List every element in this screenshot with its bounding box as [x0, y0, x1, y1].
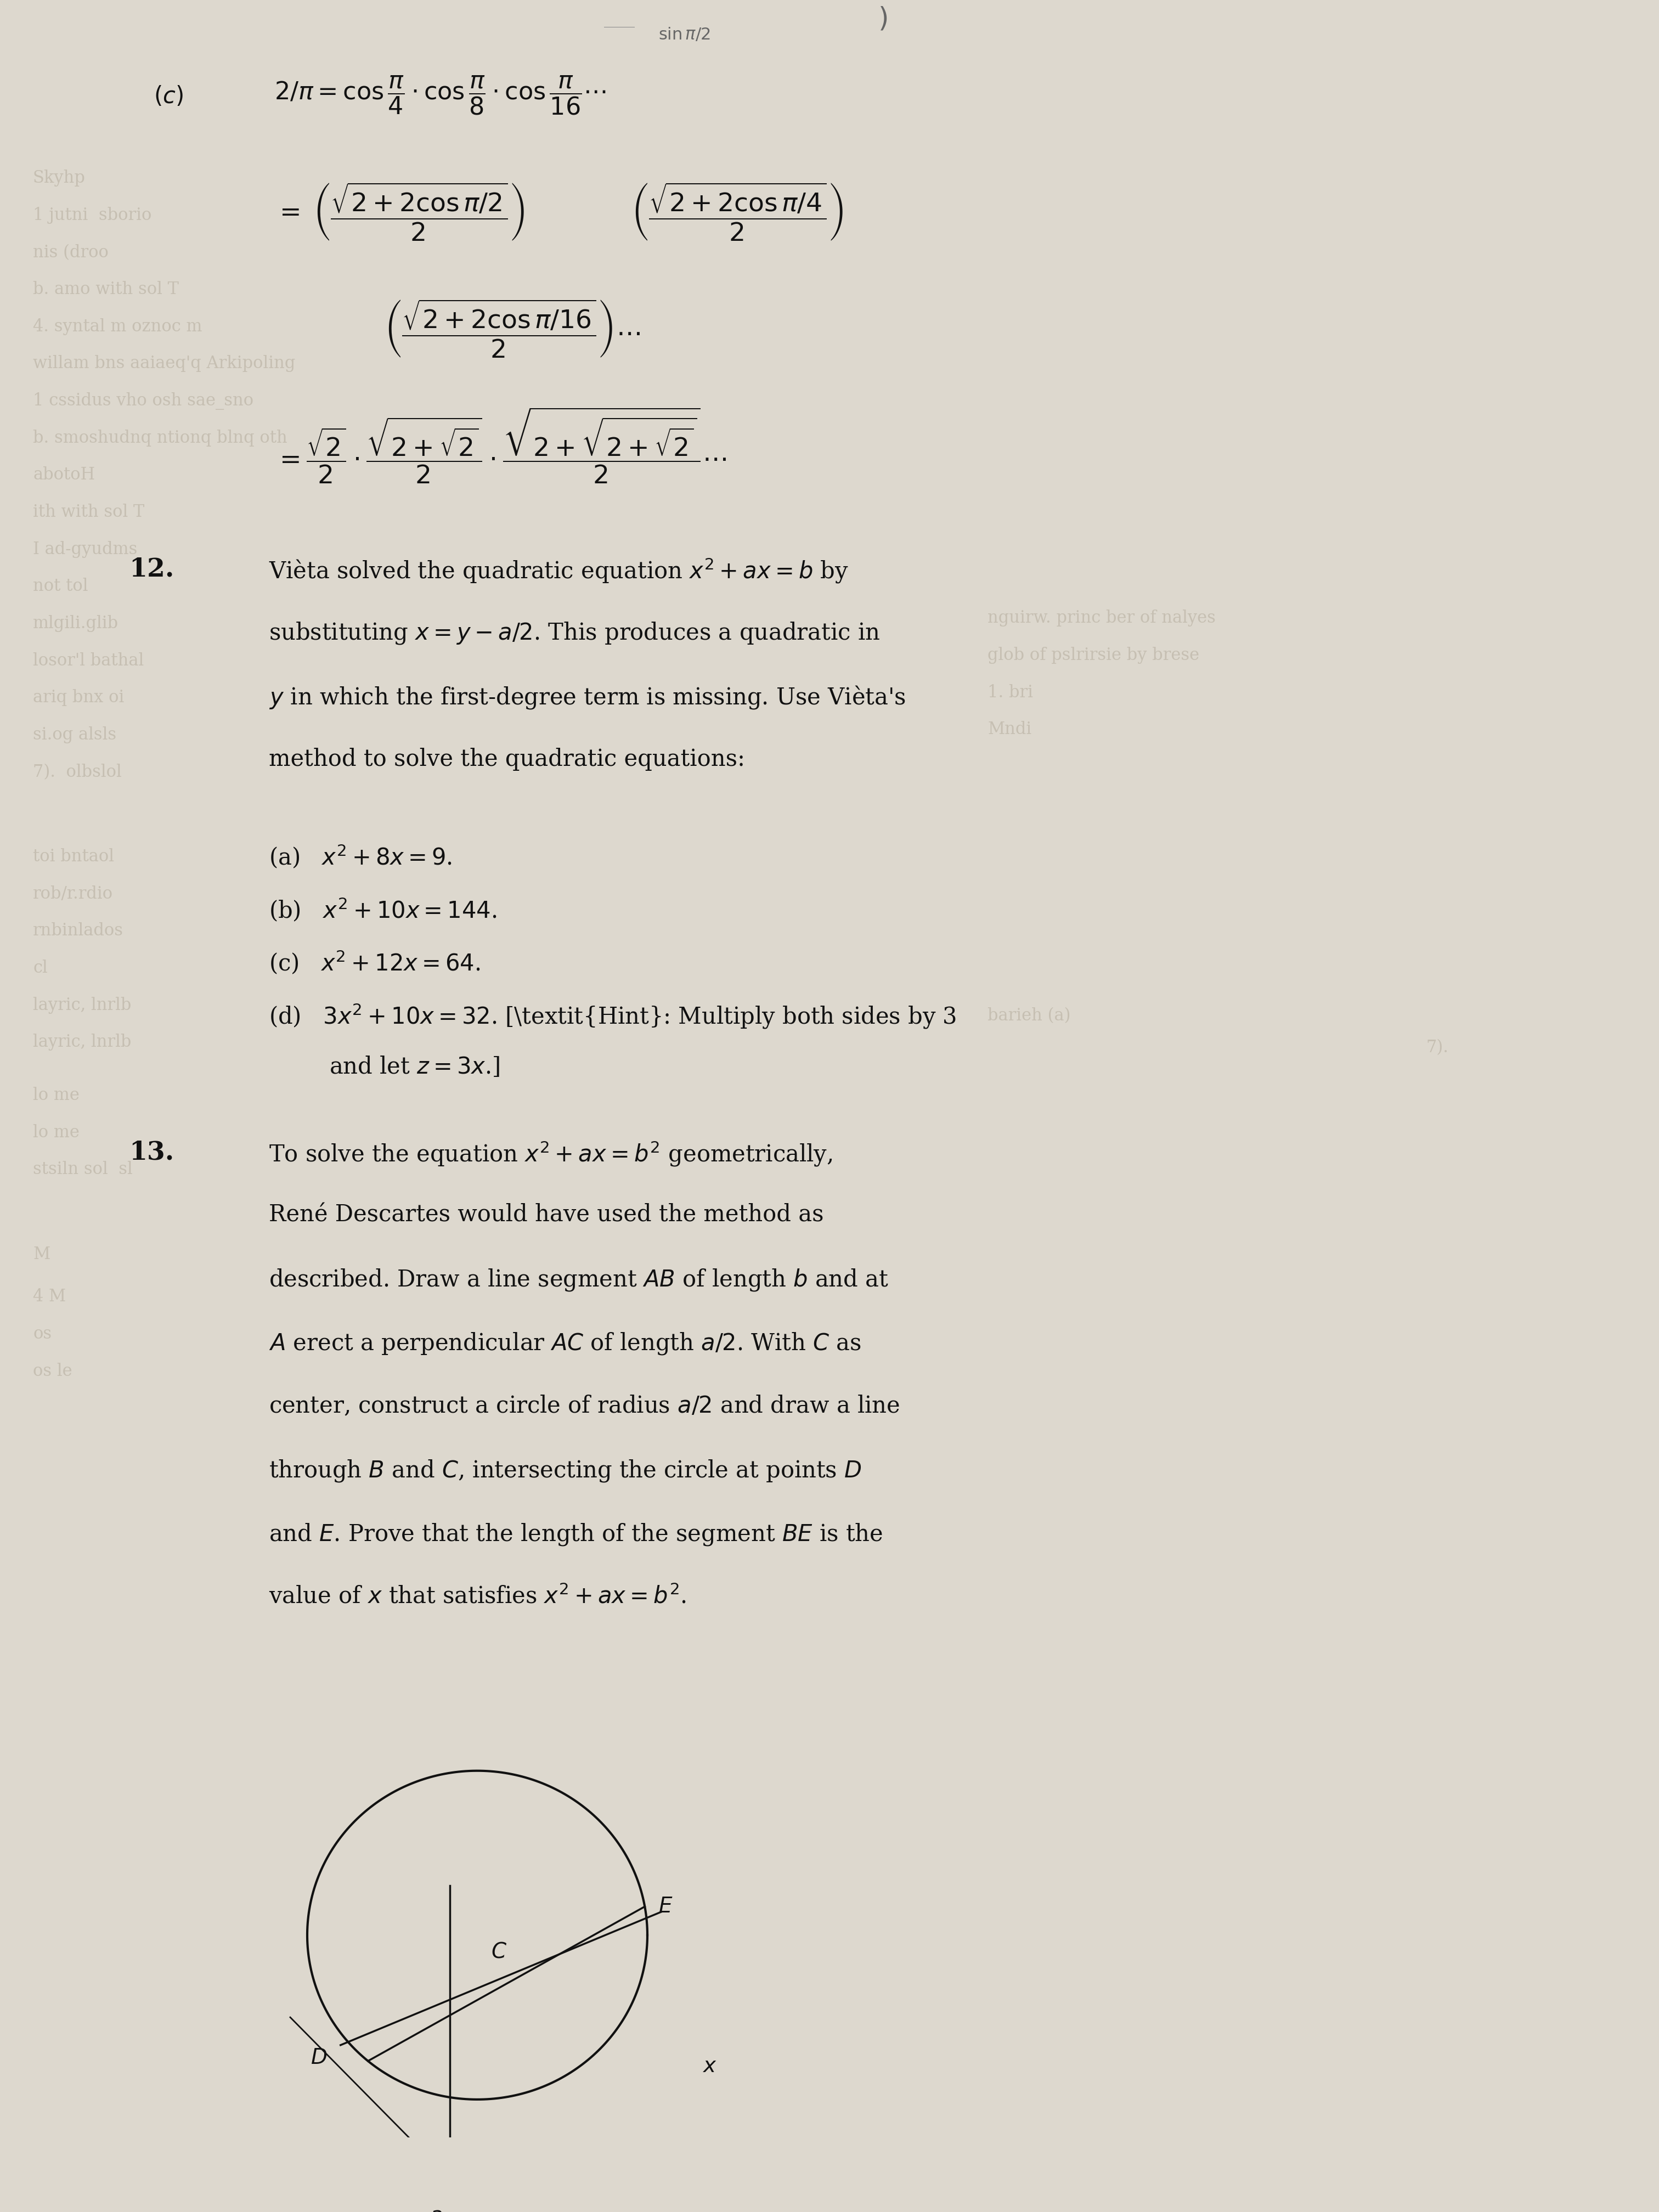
Text: $a$: $a$ — [430, 2205, 443, 2212]
Text: glob of pslrirsie by brese: glob of pslrirsie by brese — [987, 646, 1199, 664]
Text: not tol: not tol — [33, 577, 88, 595]
Text: (c)   $x^2 + 12x = 64$.: (c) $x^2 + 12x = 64$. — [269, 949, 481, 975]
Text: $(c)$: $(c)$ — [154, 84, 182, 108]
Text: abotoH: abotoH — [33, 467, 95, 484]
Text: b. amo with sol T: b. amo with sol T — [33, 281, 179, 299]
Text: $)$: $)$ — [878, 4, 888, 33]
Text: center, construct a circle of radius $a/2$ and draw a line: center, construct a circle of radius $a/… — [269, 1394, 899, 1418]
Text: Mndi: Mndi — [987, 721, 1032, 739]
Text: $E$: $E$ — [659, 1896, 674, 1918]
Text: willam bns aaiaeq'q Arkipoling: willam bns aaiaeq'q Arkipoling — [33, 356, 295, 372]
Text: 4 M: 4 M — [33, 1287, 66, 1305]
Text: described. Draw a line segment $AB$ of length $b$ and at: described. Draw a line segment $AB$ of l… — [269, 1267, 889, 1292]
Text: $\sin\pi/2$: $\sin\pi/2$ — [659, 27, 710, 44]
Text: 13.: 13. — [129, 1139, 174, 1166]
Text: rnbinlados: rnbinlados — [33, 922, 123, 940]
Text: substituting $x = y - a/2$. This produces a quadratic in: substituting $x = y - a/2$. This produce… — [269, 619, 881, 646]
Text: os: os — [33, 1325, 51, 1343]
Text: 1. bri: 1. bri — [987, 684, 1034, 701]
Text: si.og alsls: si.og alsls — [33, 726, 116, 743]
Text: $A$ erect a perpendicular $AC$ of length $a/2$. With $C$ as: $A$ erect a perpendicular $AC$ of length… — [269, 1332, 861, 1356]
Text: 1 jutni  sborio: 1 jutni sborio — [33, 206, 151, 223]
Text: 4. syntal m oznoc m: 4. syntal m oznoc m — [33, 319, 202, 334]
Text: $=\dfrac{\sqrt{2}}{2}\cdot\dfrac{\sqrt{2+\sqrt{2}}}{2}\cdot\dfrac{\sqrt{2+\sqrt{: $=\dfrac{\sqrt{2}}{2}\cdot\dfrac{\sqrt{2… — [274, 407, 727, 484]
Text: Skyhp: Skyhp — [33, 170, 86, 186]
Text: lo me: lo me — [33, 1124, 80, 1141]
Text: $D$: $D$ — [310, 2048, 327, 2068]
Text: René Descartes would have used the method as: René Descartes would have used the metho… — [269, 1203, 825, 1225]
Text: (a)   $x^2 + 8x = 9$.: (a) $x^2 + 8x = 9$. — [269, 843, 453, 869]
Text: To solve the equation $x^2 + ax = b^2$ geometrically,: To solve the equation $x^2 + ax = b^2$ g… — [269, 1139, 833, 1168]
Text: 1 cssidus vho osh sae_sno: 1 cssidus vho osh sae_sno — [33, 392, 254, 409]
Text: toi bntaol: toi bntaol — [33, 847, 114, 865]
Text: layric, lnrlb: layric, lnrlb — [33, 1033, 131, 1051]
Text: nis (droo: nis (droo — [33, 243, 108, 261]
Text: mlgili.glib: mlgili.glib — [33, 615, 118, 633]
Text: stsiln sol  sl: stsiln sol sl — [33, 1161, 133, 1179]
Text: ith with sol T: ith with sol T — [33, 504, 144, 520]
Text: I ad-gyudms: I ad-gyudms — [33, 540, 138, 557]
Text: lo me: lo me — [33, 1086, 80, 1104]
Text: $2/\pi = \cos\dfrac{\pi}{4}\cdot\cos\dfrac{\pi}{8}\cdot\cos\dfrac{\pi}{16}\cdots: $2/\pi = \cos\dfrac{\pi}{4}\cdot\cos\dfr… — [274, 75, 606, 117]
Text: $y$ in which the first-degree term is missing. Use Vièta's: $y$ in which the first-degree term is mi… — [269, 684, 906, 710]
Text: nguirw. princ ber of nalyes: nguirw. princ ber of nalyes — [987, 611, 1216, 626]
Text: barieh (a): barieh (a) — [987, 1006, 1070, 1024]
Text: value of $x$ that satisfies $x^2 + ax = b^2$.: value of $x$ that satisfies $x^2 + ax = … — [269, 1586, 687, 1608]
Text: losor'l bathal: losor'l bathal — [33, 653, 144, 668]
Text: $=$: $=$ — [274, 199, 299, 223]
Text: 7).: 7). — [1427, 1040, 1448, 1055]
Text: b. smoshudnq ntionq blnq oth: b. smoshudnq ntionq blnq oth — [33, 429, 287, 447]
Text: (b)   $x^2 + 10x = 144$.: (b) $x^2 + 10x = 144$. — [269, 896, 496, 922]
Text: layric, lnrlb: layric, lnrlb — [33, 998, 131, 1013]
Text: ariq bnx oi: ariq bnx oi — [33, 690, 124, 706]
Text: and $E$. Prove that the length of the segment $BE$ is the: and $E$. Prove that the length of the se… — [269, 1522, 883, 1546]
Text: cl: cl — [33, 960, 48, 978]
Text: 12.: 12. — [129, 557, 174, 582]
Text: M: M — [33, 1245, 50, 1263]
Text: and let $z = 3x$.]: and let $z = 3x$.] — [328, 1055, 499, 1079]
Text: $\overline{\quad\;\;\;}$: $\overline{\quad\;\;\;}$ — [604, 15, 634, 33]
Text: 7).  olbslol: 7). olbslol — [33, 763, 121, 781]
Text: $x$: $x$ — [702, 2057, 717, 2077]
Text: $\left(\dfrac{\sqrt{2+2\cos\pi/4}}{2}\right)$: $\left(\dfrac{\sqrt{2+2\cos\pi/4}}{2}\ri… — [630, 181, 843, 243]
Text: through $B$ and $C$, intersecting the circle at points $D$: through $B$ and $C$, intersecting the ci… — [269, 1458, 861, 1484]
Text: $C$: $C$ — [491, 1942, 508, 1962]
Text: Vièta solved the quadratic equation $x^2 + ax = b$ by: Vièta solved the quadratic equation $x^2… — [269, 557, 849, 584]
Text: $\left(\dfrac{\sqrt{2+2\cos\pi/16}}{2}\right)\cdots$: $\left(\dfrac{\sqrt{2+2\cos\pi/16}}{2}\r… — [383, 299, 640, 358]
Text: method to solve the quadratic equations:: method to solve the quadratic equations: — [269, 748, 745, 770]
Text: (d)   $3x^2 + 10x = 32$. [\textit{Hint}: Multiply both sides by 3: (d) $3x^2 + 10x = 32$. [\textit{Hint}: M… — [269, 1002, 956, 1031]
Text: os le: os le — [33, 1363, 73, 1380]
Text: rob/r.rdio: rob/r.rdio — [33, 885, 113, 902]
Text: $\left(\dfrac{\sqrt{2+2\cos\pi/2}}{2}\right)$: $\left(\dfrac{\sqrt{2+2\cos\pi/2}}{2}\ri… — [312, 181, 524, 243]
